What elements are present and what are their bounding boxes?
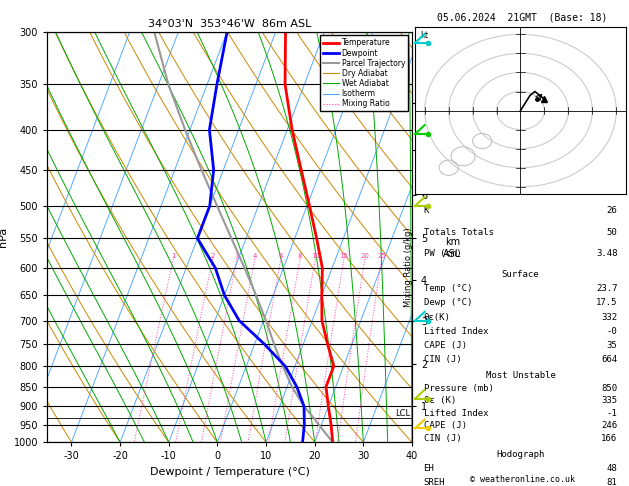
Text: kt: kt: [420, 31, 428, 39]
Text: © weatheronline.co.uk: © weatheronline.co.uk: [470, 474, 574, 484]
Text: K: K: [423, 206, 429, 215]
Text: 1: 1: [171, 253, 175, 260]
Text: -0: -0: [607, 327, 618, 336]
Text: 50: 50: [607, 227, 618, 237]
Text: Pressure (mb): Pressure (mb): [423, 383, 493, 393]
Text: 3.48: 3.48: [596, 249, 618, 259]
Text: CAPE (J): CAPE (J): [423, 341, 467, 350]
Text: Hodograph: Hodograph: [496, 450, 545, 459]
X-axis label: Dewpoint / Temperature (°C): Dewpoint / Temperature (°C): [150, 467, 309, 477]
Text: 15: 15: [340, 253, 348, 260]
Text: 48: 48: [607, 464, 618, 473]
Title: 34°03'N  353°46'W  86m ASL: 34°03'N 353°46'W 86m ASL: [148, 19, 311, 30]
Text: Mixing Ratio (g/kg): Mixing Ratio (g/kg): [404, 227, 413, 307]
Text: LCL: LCL: [396, 409, 411, 417]
Text: Dewp (°C): Dewp (°C): [423, 298, 472, 307]
Text: 335: 335: [601, 396, 618, 405]
Text: Surface: Surface: [502, 270, 539, 279]
Text: θε (K): θε (K): [423, 396, 456, 405]
Text: Lifted Index: Lifted Index: [423, 327, 488, 336]
Text: SREH: SREH: [423, 478, 445, 486]
Text: 05.06.2024  21GMT  (Base: 18): 05.06.2024 21GMT (Base: 18): [437, 12, 607, 22]
Text: Totals Totals: Totals Totals: [423, 227, 493, 237]
Y-axis label: hPa: hPa: [0, 227, 8, 247]
Text: θε(K): θε(K): [423, 312, 450, 322]
Text: CIN (J): CIN (J): [423, 355, 461, 364]
Text: 10: 10: [311, 253, 320, 260]
Text: Most Unstable: Most Unstable: [486, 371, 555, 380]
Text: 2: 2: [210, 253, 214, 260]
Text: 246: 246: [601, 421, 618, 431]
Text: Temp (°C): Temp (°C): [423, 284, 472, 293]
Text: 4: 4: [252, 253, 257, 260]
Text: 3: 3: [235, 253, 239, 260]
Text: CAPE (J): CAPE (J): [423, 421, 467, 431]
Text: 166: 166: [601, 434, 618, 443]
Text: 20: 20: [360, 253, 369, 260]
Text: PW (cm): PW (cm): [423, 249, 461, 259]
Text: 25: 25: [377, 253, 386, 260]
Text: CIN (J): CIN (J): [423, 434, 461, 443]
Text: EH: EH: [423, 464, 434, 473]
Text: 35: 35: [607, 341, 618, 350]
Text: 17.5: 17.5: [596, 298, 618, 307]
Text: 26: 26: [607, 206, 618, 215]
Text: 6: 6: [279, 253, 283, 260]
Text: 332: 332: [601, 312, 618, 322]
Text: 664: 664: [601, 355, 618, 364]
Text: -1: -1: [607, 409, 618, 418]
Legend: Temperature, Dewpoint, Parcel Trajectory, Dry Adiabat, Wet Adiabat, Isotherm, Mi: Temperature, Dewpoint, Parcel Trajectory…: [320, 35, 408, 111]
Text: 81: 81: [607, 478, 618, 486]
Text: 23.7: 23.7: [596, 284, 618, 293]
Text: 8: 8: [298, 253, 302, 260]
Text: 850: 850: [601, 383, 618, 393]
Y-axis label: km
ASL: km ASL: [443, 237, 462, 259]
Text: Lifted Index: Lifted Index: [423, 409, 488, 418]
